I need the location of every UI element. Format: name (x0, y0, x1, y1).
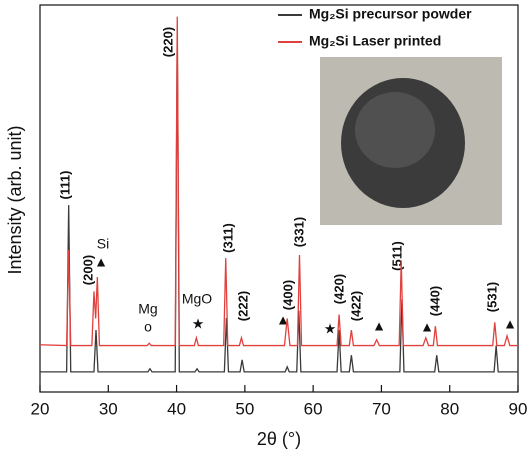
y-label: Intensity (arb. unit) (5, 125, 25, 274)
annotation: ★ (324, 321, 337, 337)
x-tick-label: 20 (31, 399, 50, 418)
annotation: (420) (331, 274, 346, 304)
x-tick-label: 60 (304, 399, 323, 418)
x-tick-label: 40 (167, 399, 186, 418)
annotation: ▲ (503, 316, 517, 332)
legend-label: Mg₂Si Laser printed (309, 33, 441, 49)
x-tick-label: 80 (440, 399, 459, 418)
annotation: (531) (484, 282, 499, 312)
annotation: (331) (291, 217, 306, 247)
x-tick-label: 50 (235, 399, 254, 418)
annotation: (220) (160, 27, 175, 57)
annotation: MgO (182, 291, 212, 307)
annotation: o (144, 319, 152, 335)
annotation: (400) (280, 280, 295, 310)
x-tick-label: 30 (99, 399, 118, 418)
annotation: (111) (57, 171, 72, 200)
annotation: (440) (427, 286, 442, 316)
x-label: 2θ (°) (257, 429, 301, 449)
annotation: ★ (192, 316, 205, 332)
x-tick-label: 70 (372, 399, 391, 418)
annotation: ▲ (372, 318, 386, 334)
annotation: (422) (348, 291, 363, 321)
annotation: Si (97, 236, 109, 252)
annotation: (511) (389, 241, 404, 271)
x-tick-label: 90 (509, 399, 528, 418)
annotation: ▲ (420, 319, 434, 335)
inset-sample-texture (355, 92, 435, 168)
annotation: (222) (235, 291, 250, 321)
annotation: Mg (138, 301, 157, 317)
chart: Intensity (arb. unit) 2θ (°) (111) (200)… (0, 0, 531, 456)
annotation: ▲ (94, 254, 108, 270)
annotation: (311) (220, 223, 235, 253)
legend-label: Mg₂Si precursor powder (309, 6, 472, 22)
